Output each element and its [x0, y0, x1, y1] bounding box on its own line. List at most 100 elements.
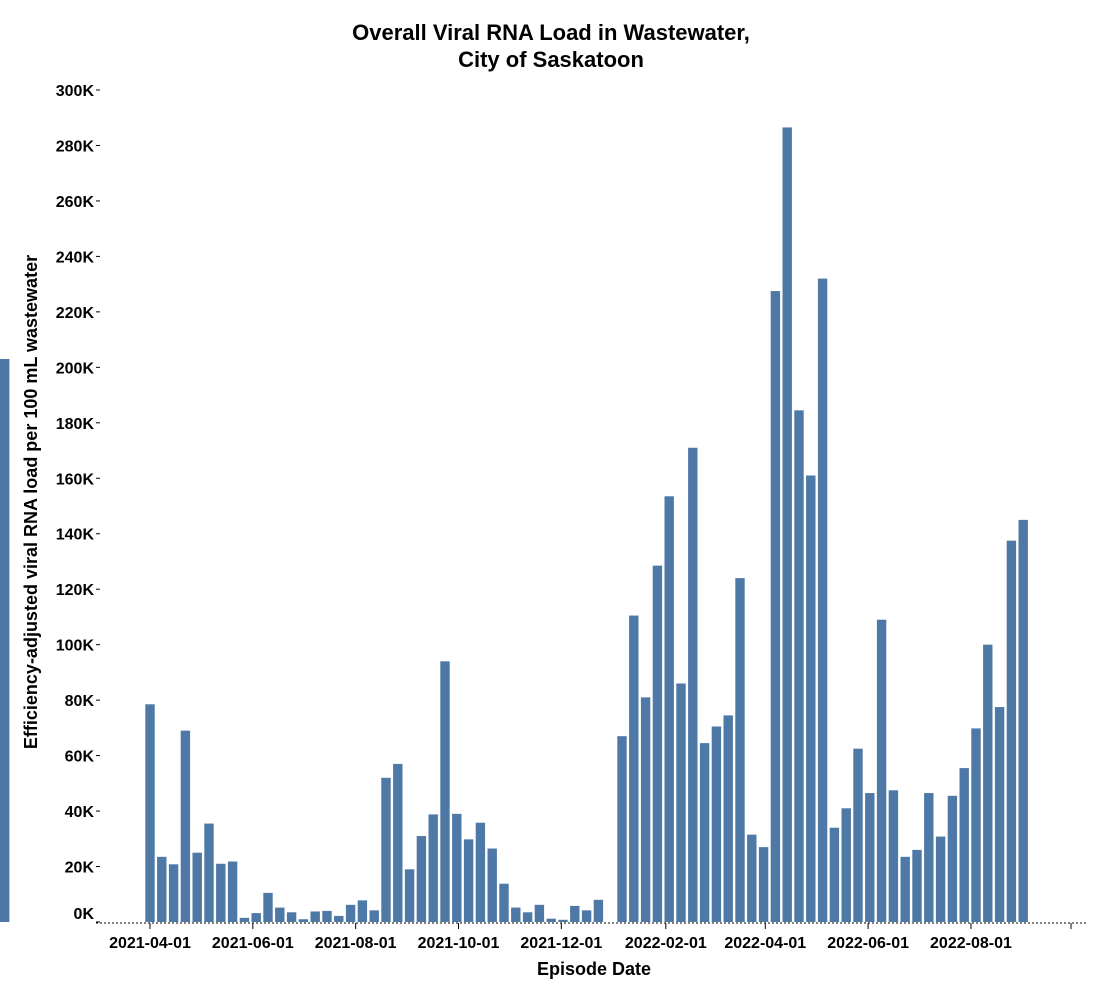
bar-2022-08-11 — [983, 644, 993, 922]
bar-2021-11-04 — [511, 907, 521, 922]
bar-2022-03-31 — [758, 847, 769, 922]
bar-2021-06-10 — [263, 892, 273, 922]
y-tick-label: 220K — [56, 305, 95, 322]
chart-title-line-1: Overall Viral RNA Load in Wastewater, — [352, 20, 750, 45]
y-tick-label: 0K — [74, 906, 95, 923]
bar-2021-09-30 — [452, 813, 462, 922]
x-tick-label: 2022-02-01 — [625, 935, 707, 952]
chart-title-line-2: City of Saskatoon — [458, 47, 644, 72]
bar-2022-08-25 — [1006, 540, 1017, 922]
bar-2021-12-16 — [581, 910, 592, 922]
y-tick-label: 80K — [65, 693, 95, 710]
bar-2022-06-09 — [876, 619, 887, 922]
bar-2021-07-15 — [322, 910, 332, 922]
bar-2021-06-24 — [286, 912, 297, 922]
bar-2022-04-14 — [782, 127, 792, 922]
x-tick-label: 2021-04-01 — [109, 935, 191, 952]
bar-2021-09-02 — [404, 869, 415, 922]
x-tick-label: 2021-10-01 — [418, 935, 500, 952]
y-axis-title: Efficiency-adjusted viral RNA load per 1… — [21, 255, 41, 749]
bar-2021-11-18 — [534, 904, 545, 922]
bar-2021-08-26 — [393, 763, 403, 922]
bar-2021-06-17 — [275, 907, 285, 922]
y-tick-label: 160K — [56, 471, 95, 488]
bar-2022-03-24 — [747, 834, 757, 922]
bar-2022-06-16 — [888, 790, 899, 922]
x-tick-label: 2021-12-01 — [520, 935, 602, 952]
bar-2021-07-22 — [334, 915, 344, 922]
bar-2021-04-15 — [168, 864, 179, 922]
bar-2021-08-12 — [369, 910, 379, 922]
y-tick-label: 180K — [56, 416, 95, 433]
bar-2021-09-16 — [428, 814, 438, 922]
bar-2022-08-04 — [971, 728, 981, 922]
bar-2021-07-01 — [298, 919, 309, 922]
y-tick-label: 120K — [56, 582, 95, 599]
bar-2021-10-28 — [499, 883, 509, 922]
bar-2022-05-19 — [841, 808, 851, 922]
bar-2022-05-12 — [829, 827, 840, 922]
bar-2021-12-02 — [558, 919, 568, 922]
y-tick-label: 200K — [56, 360, 95, 377]
bar-undefined — [0, 359, 10, 922]
bar-2022-03-10 — [723, 715, 733, 922]
y-tick-label: 60K — [65, 749, 95, 766]
y-tick-label: 140K — [56, 527, 95, 544]
x-tick-label: 2021-06-01 — [212, 935, 294, 952]
bar-2021-05-27 — [239, 917, 250, 922]
bar-2022-08-18 — [994, 707, 1005, 922]
bar-2022-07-21 — [947, 795, 958, 922]
y-tick-label: 240K — [56, 249, 95, 266]
bar-2021-08-05 — [357, 900, 368, 922]
bar-2021-07-29 — [345, 904, 356, 922]
bar-2021-04-22 — [180, 730, 191, 922]
bar-2021-06-03 — [251, 913, 261, 922]
bar-2022-05-05 — [817, 278, 828, 923]
bar-2022-07-28 — [959, 768, 969, 922]
y-tick-label: 280K — [56, 138, 95, 155]
bar-2022-01-20 — [640, 697, 651, 922]
bar-2022-05-26 — [853, 748, 863, 922]
bar-2021-10-14 — [475, 822, 486, 922]
bar-2022-01-13 — [629, 615, 639, 922]
y-tick-label: 20K — [65, 860, 95, 877]
bar-2022-03-17 — [735, 578, 745, 922]
x-axis-title: Episode Date — [537, 959, 651, 979]
bar-2021-10-21 — [487, 848, 497, 922]
bar-2022-02-03 — [664, 496, 674, 922]
bar-2022-02-24 — [699, 743, 710, 922]
bar-2022-03-03 — [711, 726, 722, 922]
bar-2021-12-09 — [570, 905, 580, 922]
bar-2021-09-23 — [440, 661, 450, 922]
bar-2022-07-14 — [935, 836, 946, 922]
x-tick-label: 2022-08-01 — [930, 935, 1012, 952]
bar-2022-04-21 — [794, 410, 804, 922]
bar-2022-04-07 — [770, 291, 781, 922]
bar-2022-02-17 — [688, 447, 698, 922]
bar-2021-10-07 — [463, 839, 474, 922]
bar-2021-05-13 — [216, 863, 226, 922]
chart-title: Overall Viral RNA Load in Wastewater, Ci… — [352, 20, 750, 72]
bar-2022-06-30 — [912, 849, 922, 922]
bar-2021-04-08 — [157, 856, 167, 922]
y-tick-label: 260K — [56, 194, 95, 211]
bar-2021-04-01 — [145, 704, 155, 922]
bar-2022-01-27 — [652, 565, 663, 922]
bar-2021-07-08 — [310, 911, 320, 922]
y-tick-label: 100K — [56, 638, 95, 655]
bar-2022-06-23 — [900, 856, 910, 922]
bar-2022-02-10 — [676, 683, 686, 922]
bar-2022-01-06 — [617, 736, 627, 922]
bar-2021-08-19 — [381, 777, 391, 922]
bar-2021-05-06 — [204, 823, 214, 922]
bar-2022-04-28 — [806, 475, 816, 922]
bar-2021-11-11 — [522, 912, 533, 922]
x-tick-label: 2022-04-01 — [724, 935, 806, 952]
x-tick-label: 2022-06-01 — [827, 935, 909, 952]
bar-2021-11-25 — [546, 918, 556, 922]
bar-2021-12-23 — [593, 899, 604, 922]
bar-2021-09-09 — [416, 836, 427, 922]
bar-2022-06-02 — [865, 793, 875, 922]
y-tick-label: 40K — [65, 804, 95, 821]
